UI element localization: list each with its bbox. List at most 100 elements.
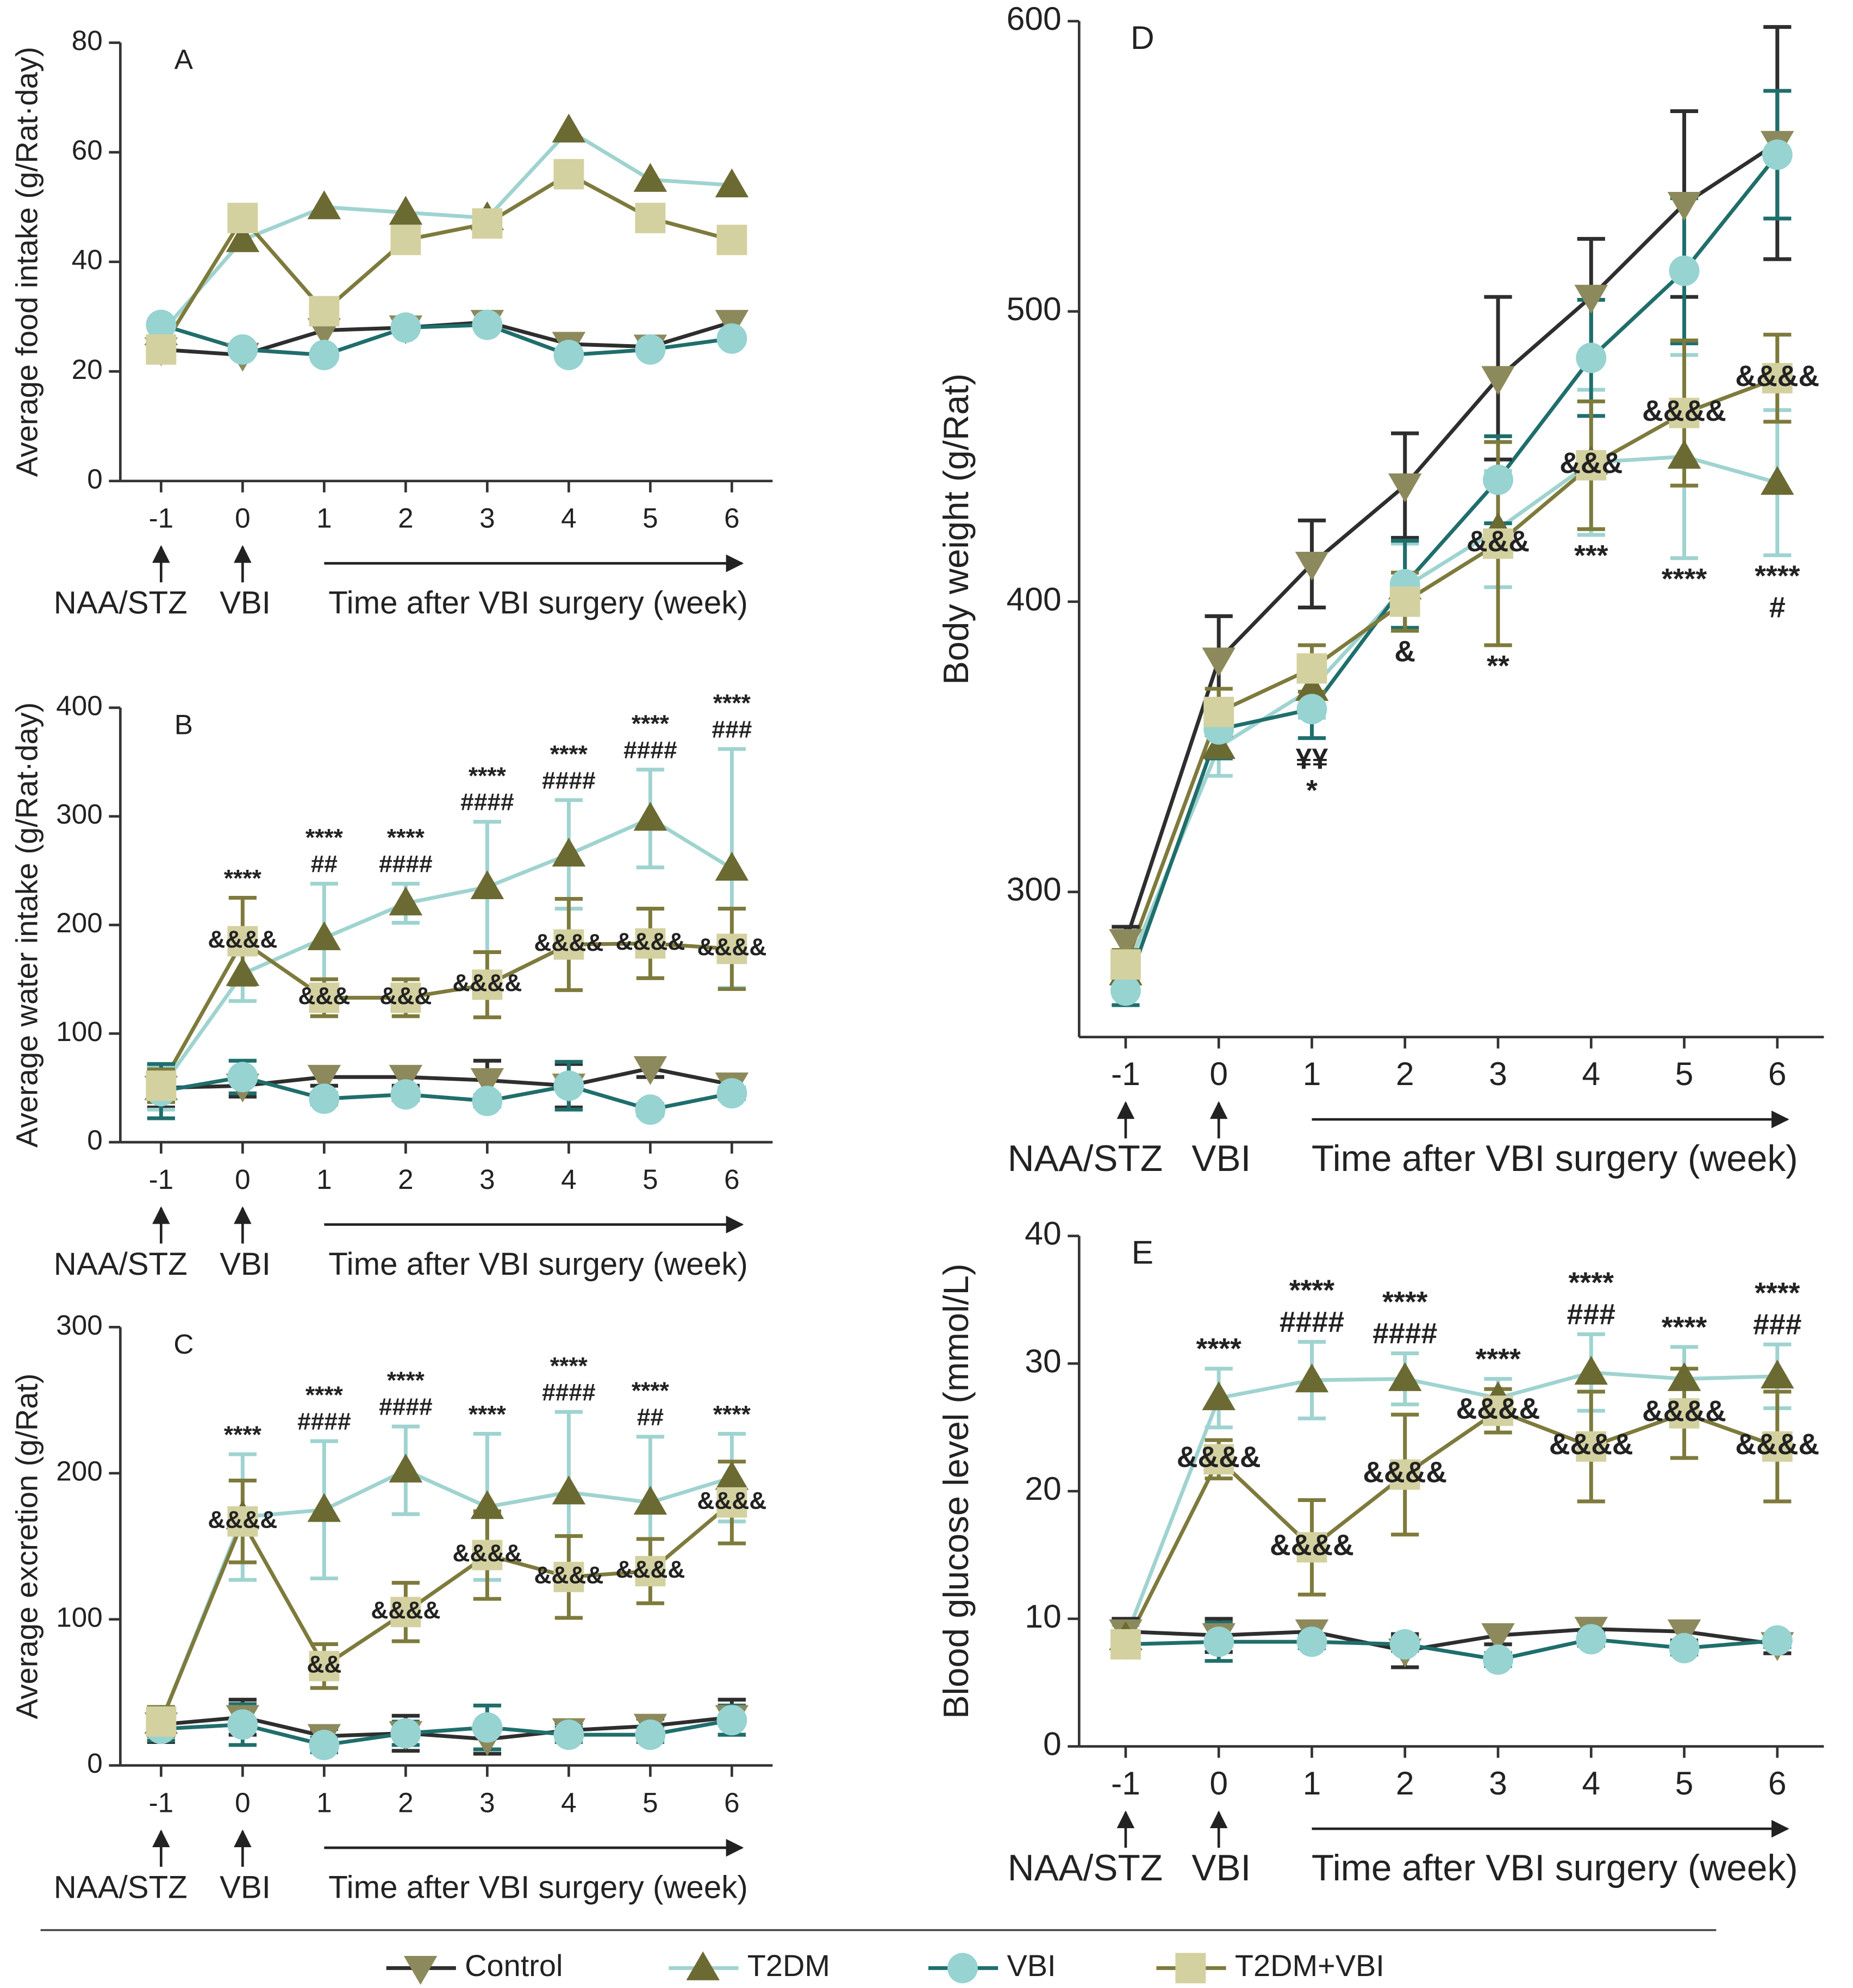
significance-label: &&&& [697, 934, 766, 961]
data-point [553, 340, 584, 370]
data-point [635, 1719, 666, 1750]
significance-label: # [1769, 591, 1786, 624]
significance-label: **** [469, 763, 507, 789]
significance-label: #### [1280, 1306, 1344, 1338]
x-tick-label: 5 [642, 1164, 658, 1195]
x-tick-label: 2 [1396, 1055, 1414, 1092]
x-tick-label: 2 [398, 1164, 414, 1195]
y-tick-label: 300 [56, 799, 103, 830]
data-point [472, 969, 503, 1000]
series-line [1124, 1370, 1777, 1639]
x-tick-label: 4 [1582, 1055, 1600, 1092]
x-note: NAA/STZ [54, 1869, 188, 1905]
significance-label: **** [632, 1378, 670, 1404]
y-tick-label: 300 [1007, 871, 1062, 908]
x-note: Time after VBI surgery (week) [328, 585, 747, 621]
y-tick-label: 20 [1025, 1470, 1061, 1507]
x-note: Time after VBI surgery (week) [328, 1247, 747, 1282]
y-axis-label: Average water intake (g/Rat·day) [9, 702, 43, 1148]
data-point [716, 1078, 747, 1109]
data-point [390, 982, 421, 1013]
data-point [226, 957, 260, 986]
x-tick-label: 2 [398, 503, 414, 534]
data-point [309, 1650, 340, 1681]
data-point [716, 1705, 747, 1736]
significance-label: **** [713, 690, 751, 716]
significance-label: **** [1475, 1343, 1521, 1375]
x-tick-label: 3 [1489, 1055, 1507, 1092]
data-point [309, 296, 340, 327]
data-point [1483, 1644, 1513, 1675]
data-point [715, 1461, 749, 1490]
data-point [1761, 466, 1794, 495]
x-tick-label: 3 [479, 503, 495, 534]
legend-marker [686, 1951, 720, 1980]
y-tick-label: 200 [56, 907, 103, 938]
data-point [552, 114, 586, 143]
data-point [716, 225, 747, 255]
data-point [1110, 1629, 1141, 1660]
data-point [635, 203, 666, 234]
data-point [390, 312, 421, 343]
significance-label: && [307, 1651, 341, 1678]
significance-label: **** [305, 825, 344, 851]
x-note: NAA/STZ [1008, 1138, 1163, 1179]
legend-marker [947, 1953, 978, 1984]
significance-label: &&&& [371, 1597, 440, 1624]
legend-marker [403, 1956, 438, 1985]
significance-label: ### [1567, 1298, 1615, 1331]
series-line [1124, 141, 1779, 942]
data-point [472, 309, 503, 340]
x-tick-label: 0 [235, 1164, 251, 1195]
data-point [227, 334, 258, 365]
series-line [1124, 376, 1778, 965]
x-tick-label: 3 [1489, 1765, 1507, 1802]
significance-label: **** [224, 1422, 262, 1448]
data-point [1762, 1625, 1793, 1656]
data-point [307, 1493, 341, 1522]
significance-label: #### [379, 851, 432, 878]
data-point [390, 1718, 421, 1749]
data-point [470, 870, 504, 899]
data-point [1574, 284, 1608, 314]
data-point [1388, 473, 1422, 503]
significance-label: **** [550, 1353, 588, 1379]
data-point [1109, 929, 1143, 958]
panel-label: D [1131, 19, 1155, 56]
data-point [227, 203, 258, 234]
significance-label: **** [387, 825, 425, 851]
data-point [309, 1729, 340, 1760]
significance-label: ## [637, 1404, 664, 1431]
significance-label: **** [632, 711, 670, 737]
x-tick-label: 4 [1582, 1765, 1600, 1802]
x-tick-label: 1 [316, 503, 332, 534]
data-point [389, 886, 423, 915]
data-point [472, 1712, 503, 1743]
x-tick-label: 1 [1303, 1765, 1321, 1802]
x-tick-label: 0 [235, 503, 251, 534]
data-point [389, 196, 423, 225]
significance-label: &&&& [1363, 1456, 1447, 1489]
data-point [390, 225, 421, 255]
x-tick-label: 0 [1209, 1055, 1228, 1092]
x-tick-label: 4 [561, 1787, 577, 1818]
y-axis-label: Blood glucose level (mmol/L) [936, 1263, 976, 1719]
data-point [1667, 191, 1701, 221]
significance-label: #### [460, 789, 514, 816]
x-tick-label: 1 [316, 1787, 332, 1818]
significance-label: &&&& [1177, 1441, 1261, 1474]
data-point [1481, 1623, 1515, 1653]
data-point [309, 982, 340, 1013]
data-point [635, 1094, 666, 1125]
data-point [1669, 255, 1700, 286]
x-note: Time after VBI surgery (week) [1312, 1848, 1798, 1889]
data-point [635, 334, 666, 365]
significance-label: #### [623, 737, 677, 764]
data-point [552, 1475, 586, 1505]
significance-label: &&&& [534, 1562, 603, 1589]
y-axis-label: Average food intake (g/Rat·day) [9, 47, 43, 477]
y-tick-label: 100 [56, 1016, 103, 1047]
data-point [1667, 1362, 1701, 1391]
y-tick-label: 600 [1007, 0, 1062, 37]
